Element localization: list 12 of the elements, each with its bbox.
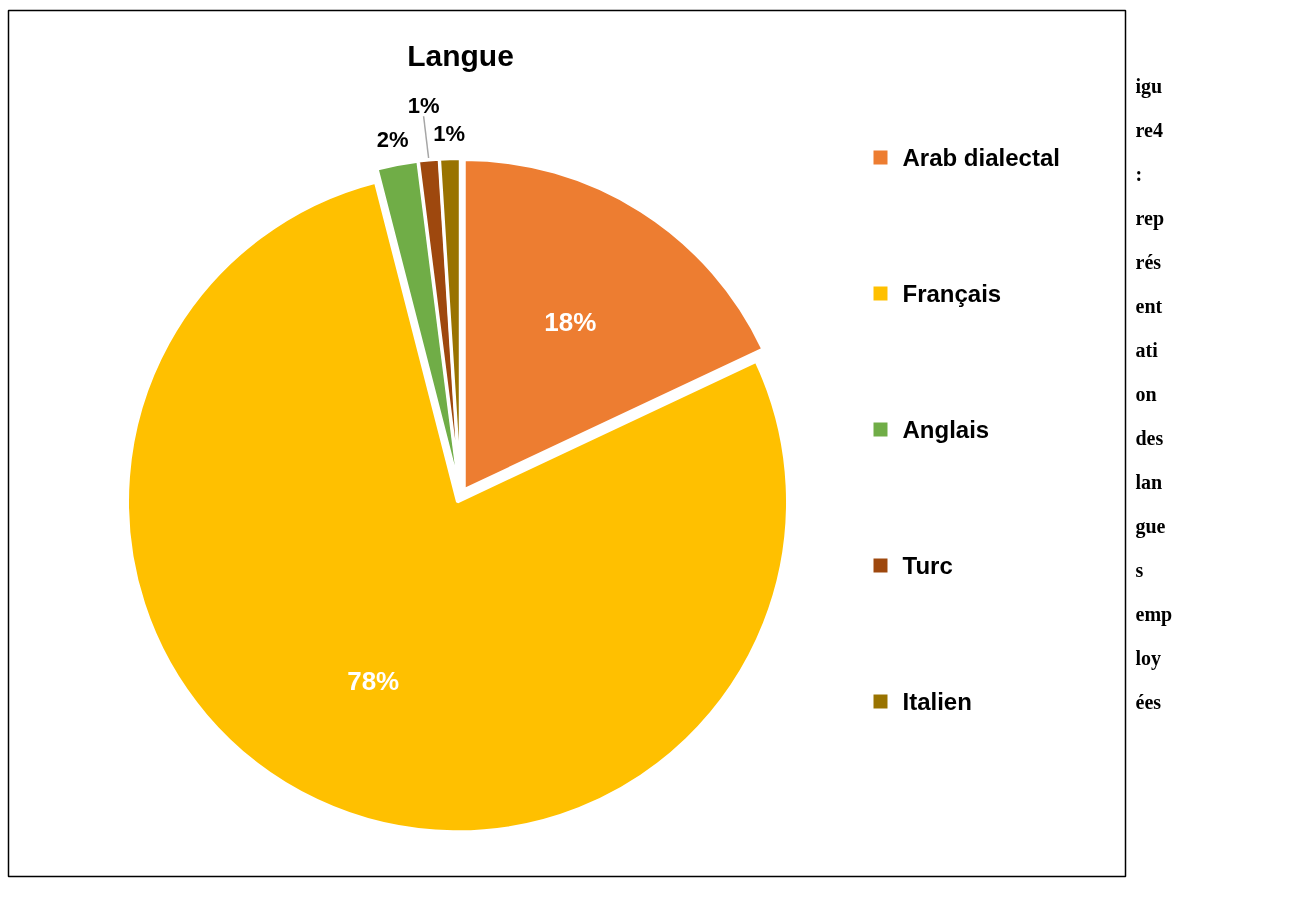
chart-title: Langue bbox=[407, 39, 514, 72]
data-label: 78% bbox=[347, 665, 400, 696]
data-label: 2% bbox=[376, 127, 409, 153]
legend-label: Anglais bbox=[902, 416, 990, 443]
legend-label: Arab dialectal bbox=[902, 144, 1060, 171]
legend-label: Français bbox=[902, 280, 1002, 307]
legend-label: Italien bbox=[902, 688, 972, 715]
data-label: 18% bbox=[544, 307, 597, 338]
text: igure4 : représentation des langues employées bbox=[1135, 74, 1173, 713]
data-label: 1% bbox=[407, 92, 440, 118]
legend-label: Turc bbox=[902, 552, 953, 579]
data-label: 1% bbox=[433, 121, 466, 147]
